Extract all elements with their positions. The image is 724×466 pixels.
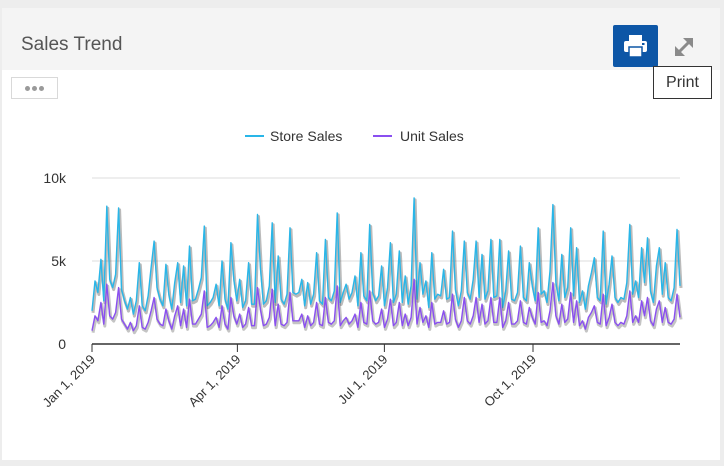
series-line-store-sales — [91, 197, 681, 315]
sales-trend-panel: Sales Trend Store Sales — [2, 8, 720, 460]
expand-button[interactable] — [669, 32, 699, 62]
legend-label-store-sales: Store Sales — [270, 128, 342, 144]
chart-legend: Store Sales Unit Sales — [245, 128, 464, 144]
x-tick-label: Apr 1, 2019 — [185, 352, 243, 410]
printer-icon — [624, 35, 647, 58]
y-tick-label: 10k — [43, 170, 67, 186]
legend-label-unit-sales: Unit Sales — [400, 128, 464, 144]
ellipsis-icon — [25, 86, 30, 91]
x-tick-label: Jan 1, 2019 — [39, 352, 98, 411]
panel-title: Sales Trend — [21, 34, 123, 55]
chart-series — [91, 197, 683, 335]
x-tick-label: Jul 1, 2019 — [335, 352, 391, 408]
x-tick-label: Oct 1, 2019 — [481, 352, 539, 410]
panel-header: Sales Trend — [2, 8, 720, 70]
chart-gridlines — [92, 177, 680, 262]
y-tick-label: 0 — [58, 336, 66, 352]
y-tick-label: 5k — [51, 253, 67, 269]
print-tooltip: Print — [653, 66, 712, 99]
expand-icon — [675, 38, 693, 56]
legend-item-unit-sales[interactable]: Unit Sales — [373, 128, 464, 144]
more-options-button[interactable] — [11, 77, 58, 99]
print-button[interactable] — [613, 25, 658, 67]
sales-trend-chart: Store Sales Unit Sales 0 5k 10k Jan 1, 2019… — [39, 128, 683, 411]
series-line-unit-sales — [91, 278, 681, 332]
legend-item-store-sales[interactable]: Store Sales — [245, 128, 342, 144]
